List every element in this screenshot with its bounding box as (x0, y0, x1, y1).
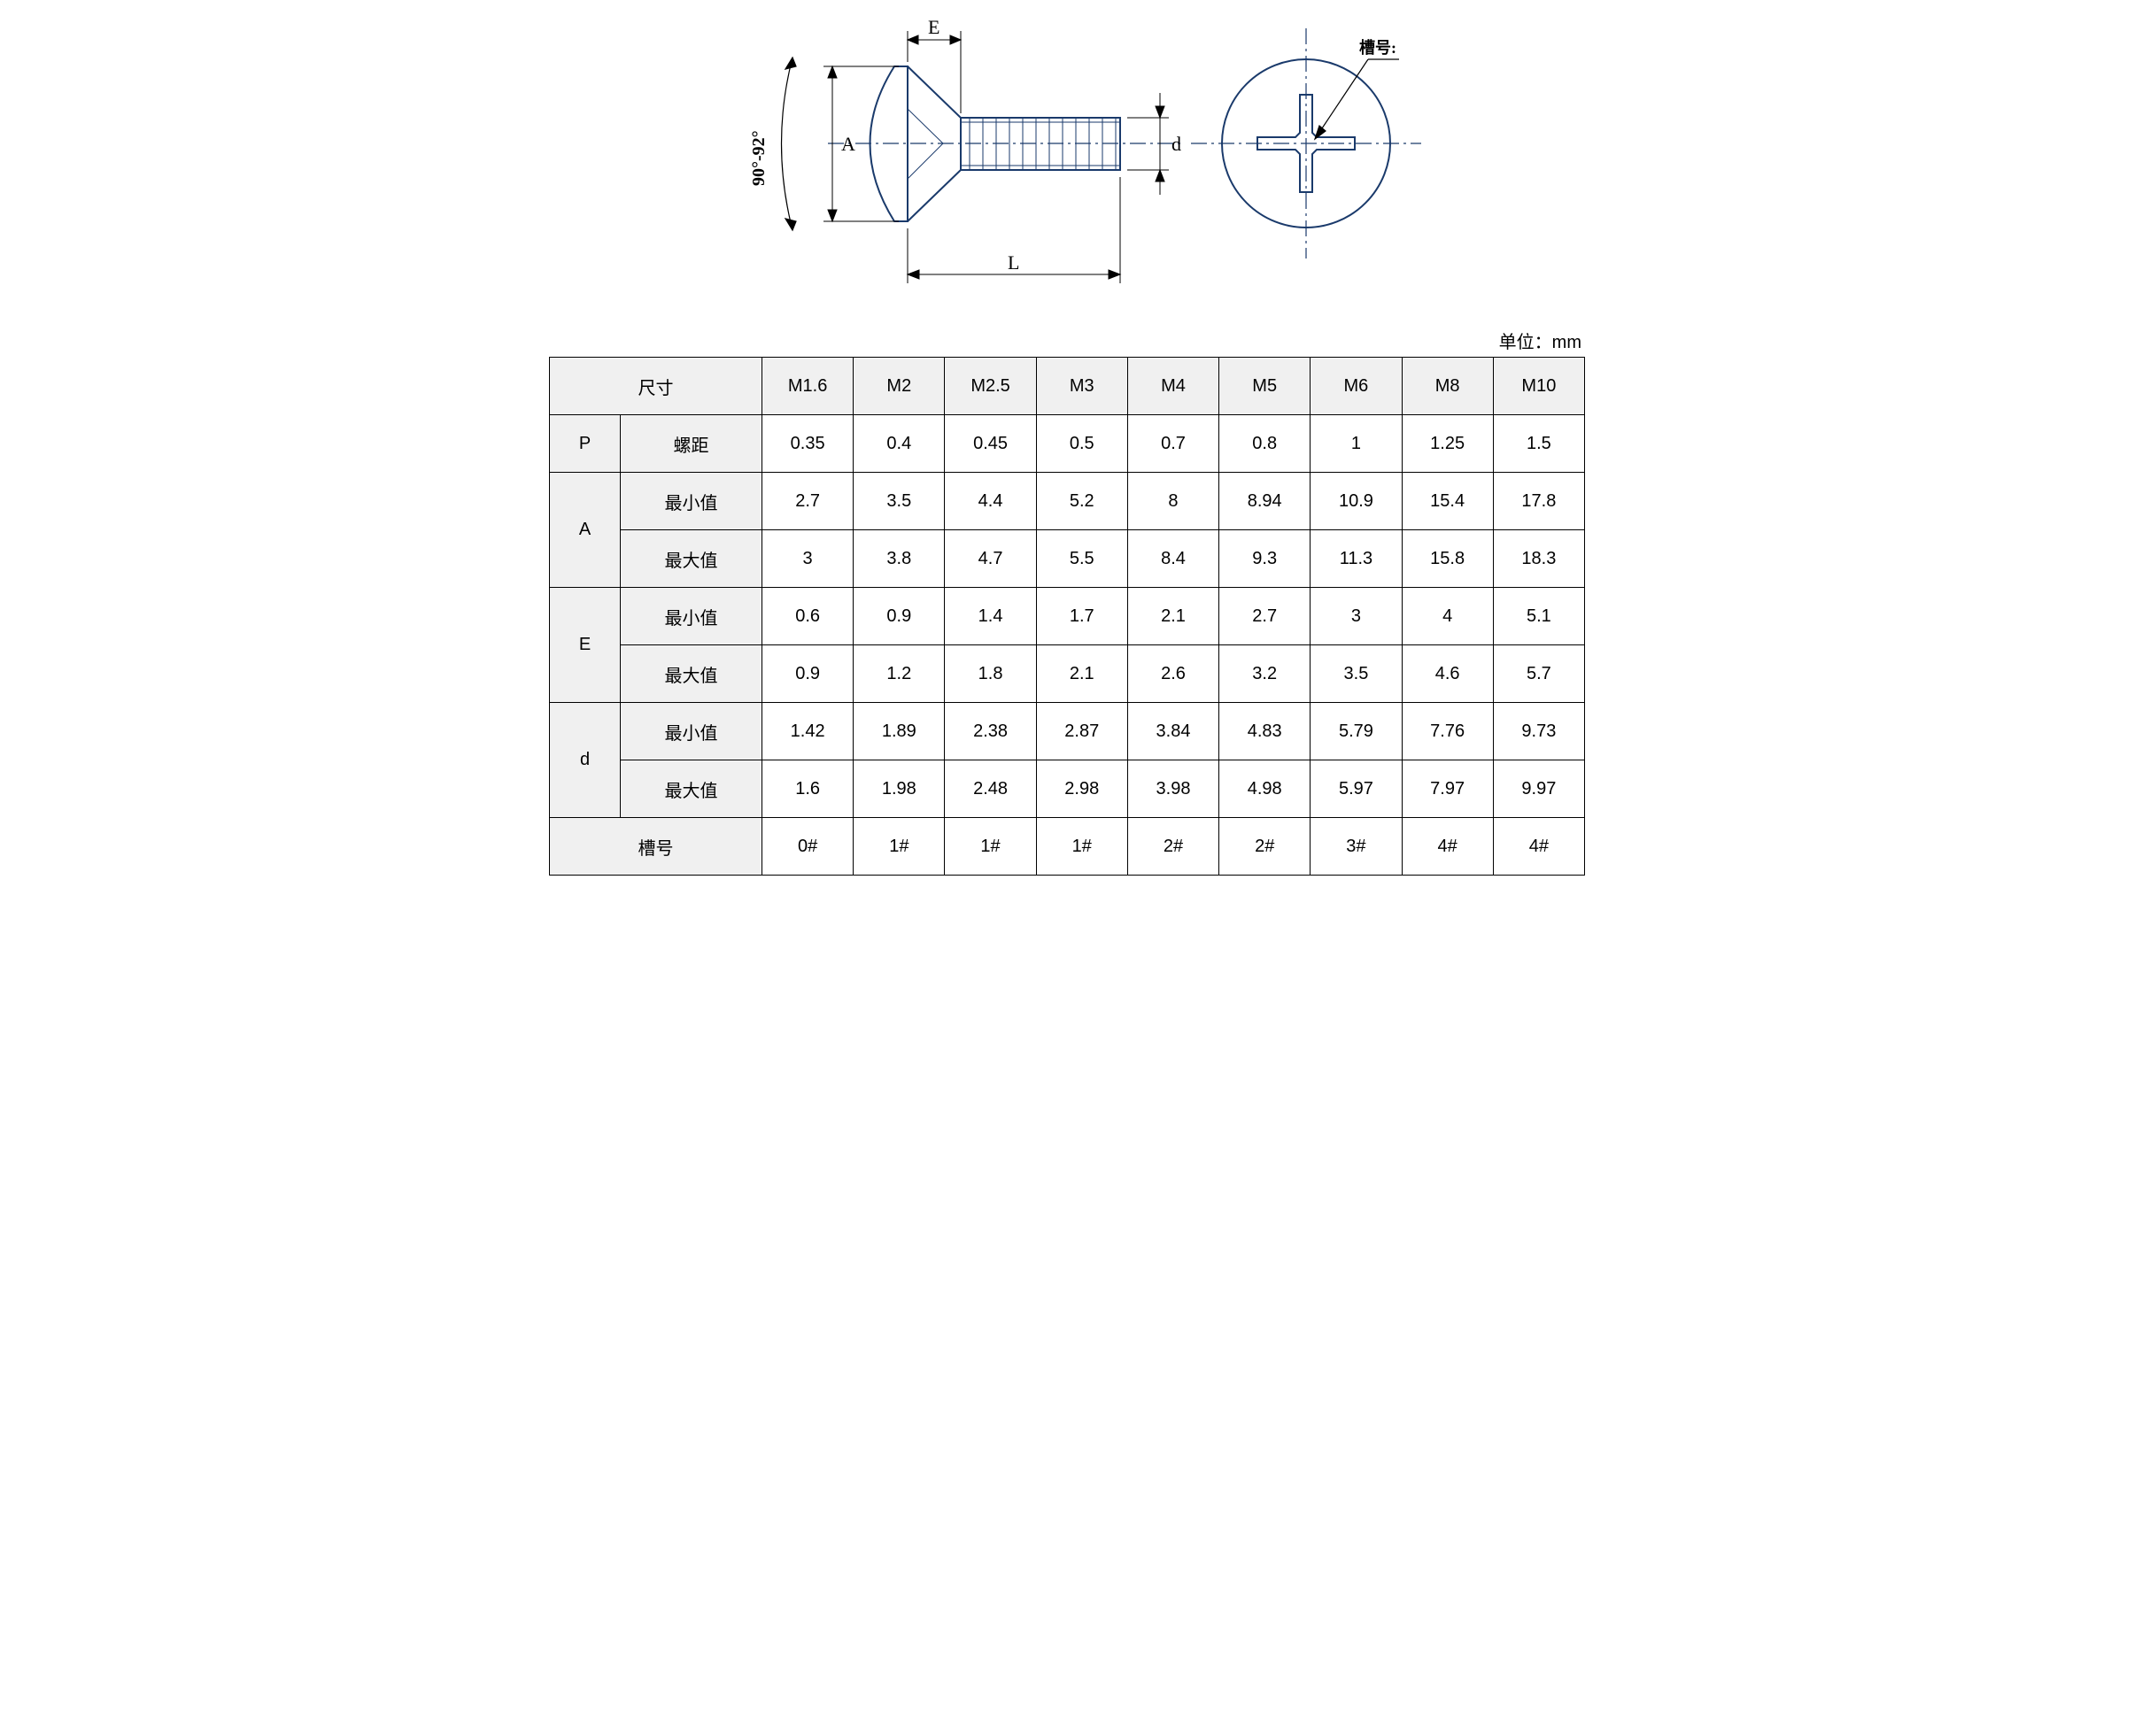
slot-number-label: 槽号: (1359, 38, 1396, 57)
table-row: 最大值 0.9 1.2 1.8 2.1 2.6 3.2 3.5 4.6 5.7 (550, 645, 1585, 703)
row-sub: 螺距 (621, 415, 762, 473)
dim-L-label: L (1008, 251, 1019, 274)
size-col: M8 (1402, 358, 1493, 415)
row-sub: 最小值 (621, 703, 762, 760)
row-sym: 槽号 (550, 818, 762, 876)
size-col: M2 (854, 358, 945, 415)
size-col: M4 (1127, 358, 1218, 415)
angle-label: 90°-92° (749, 130, 769, 186)
dim-A-label: A (841, 133, 855, 155)
row-sub: 最小值 (621, 473, 762, 530)
size-col: M2.5 (945, 358, 1036, 415)
row-sym: E (550, 588, 621, 703)
row-sym: A (550, 473, 621, 588)
size-col: M3 (1036, 358, 1127, 415)
header-size: 尺寸 (550, 358, 762, 415)
row-sub: 最大值 (621, 530, 762, 588)
row-sub: 最大值 (621, 760, 762, 818)
row-sub: 最大值 (621, 645, 762, 703)
row-sym: P (550, 415, 621, 473)
table-row: 最大值 1.6 1.98 2.48 2.98 3.98 4.98 5.97 7.… (550, 760, 1585, 818)
table-row: P 螺距 0.35 0.4 0.45 0.5 0.7 0.8 1 1.25 1.… (550, 415, 1585, 473)
table-row: A 最小值 2.7 3.5 4.4 5.2 8 8.94 10.9 15.4 1… (550, 473, 1585, 530)
table-row: 最大值 3 3.8 4.7 5.5 8.4 9.3 11.3 15.8 18.3 (550, 530, 1585, 588)
dim-d-label: d (1171, 133, 1181, 155)
size-col: M10 (1493, 358, 1584, 415)
unit-label: 单位：mm (549, 328, 1581, 353)
dimension-table: 尺寸 M1.6 M2 M2.5 M3 M4 M5 M6 M8 M10 P 螺距 … (549, 357, 1585, 876)
size-col: M1.6 (762, 358, 854, 415)
row-sub: 最小值 (621, 588, 762, 645)
table-row: 槽号 0# 1# 1# 1# 2# 2# 3# 4# 4# (550, 818, 1585, 876)
size-col: M6 (1311, 358, 1402, 415)
table-header-row: 尺寸 M1.6 M2 M2.5 M3 M4 M5 M6 M8 M10 (550, 358, 1585, 415)
size-col: M5 (1219, 358, 1311, 415)
table-row: d 最小值 1.42 1.89 2.38 2.87 3.84 4.83 5.79… (550, 703, 1585, 760)
row-sym: d (550, 703, 621, 818)
technical-diagram: 90°-92° A E (549, 18, 1585, 319)
table-row: E 最小值 0.6 0.9 1.4 1.7 2.1 2.7 3 4 5.1 (550, 588, 1585, 645)
dim-E-label: E (928, 18, 939, 38)
